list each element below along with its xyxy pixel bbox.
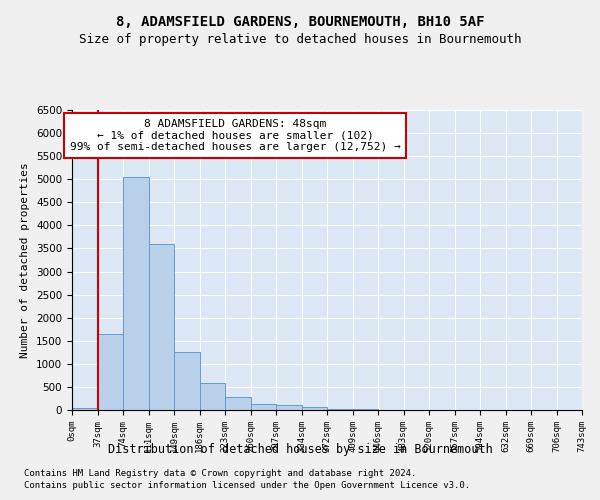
Bar — [302, 408, 327, 410]
Bar — [72, 408, 97, 410]
Text: Size of property relative to detached houses in Bournemouth: Size of property relative to detached ho… — [79, 32, 521, 46]
Y-axis label: Number of detached properties: Number of detached properties — [20, 162, 31, 358]
Text: Contains HM Land Registry data © Crown copyright and database right 2024.: Contains HM Land Registry data © Crown c… — [24, 468, 416, 477]
Bar — [225, 397, 251, 410]
Text: 8, ADAMSFIELD GARDENS, BOURNEMOUTH, BH10 5AF: 8, ADAMSFIELD GARDENS, BOURNEMOUTH, BH10… — [116, 15, 484, 29]
Bar — [276, 406, 302, 410]
Bar — [149, 244, 174, 410]
Text: Contains public sector information licensed under the Open Government Licence v3: Contains public sector information licen… — [24, 481, 470, 490]
Bar — [123, 177, 149, 410]
Bar — [174, 352, 199, 410]
Bar — [327, 408, 353, 410]
Bar — [251, 404, 276, 410]
Bar — [199, 383, 225, 410]
Text: Distribution of detached houses by size in Bournemouth: Distribution of detached houses by size … — [107, 442, 493, 456]
Text: 8 ADAMSFIELD GARDENS: 48sqm
← 1% of detached houses are smaller (102)
99% of sem: 8 ADAMSFIELD GARDENS: 48sqm ← 1% of deta… — [70, 119, 401, 152]
Bar — [97, 334, 123, 410]
